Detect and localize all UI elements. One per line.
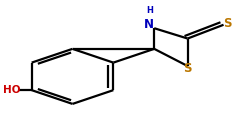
Text: S: S	[184, 62, 192, 75]
Text: HO: HO	[3, 85, 21, 95]
Text: S: S	[223, 17, 232, 30]
Text: N: N	[144, 18, 154, 31]
Text: H: H	[146, 6, 153, 15]
